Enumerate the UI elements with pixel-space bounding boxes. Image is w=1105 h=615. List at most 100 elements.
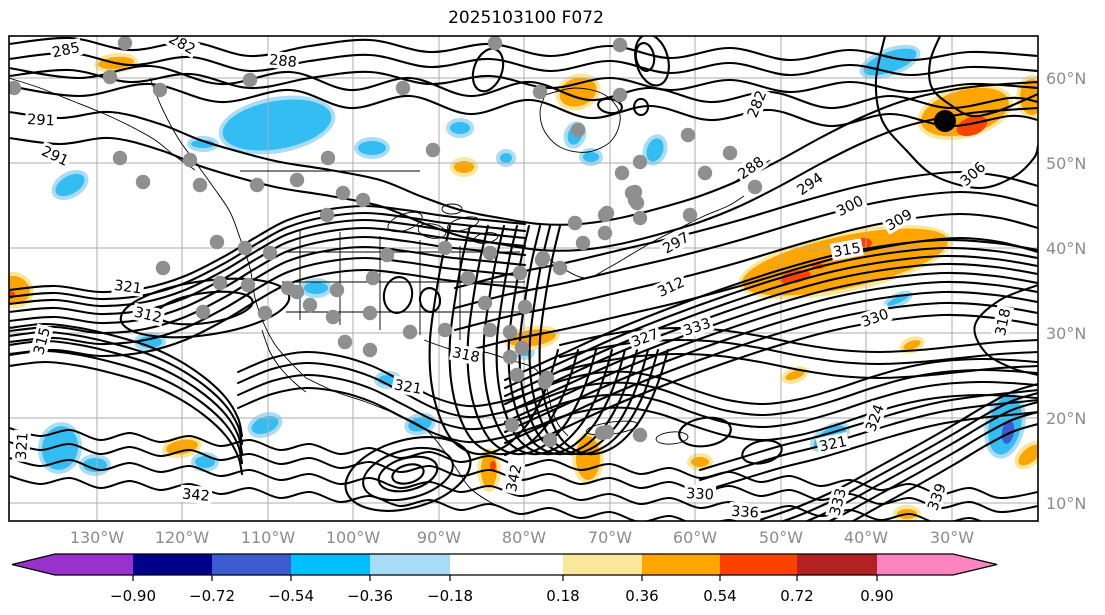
contour-value-labels: 285 2822882822882943003063093152912912973… <box>11 36 1014 522</box>
y-tick-label: 40°N <box>1046 239 1086 258</box>
station-dot <box>362 305 378 321</box>
contour-label-box <box>266 50 300 71</box>
station-dot <box>482 245 498 261</box>
colorbar-outline <box>11 553 998 576</box>
contour-label-box <box>37 141 74 170</box>
station-dot <box>512 265 528 281</box>
contour-label: 321 <box>111 275 145 298</box>
negative-anomaly-patch <box>500 153 512 163</box>
negative-anomaly-patch <box>83 458 107 472</box>
coastline-path <box>539 195 745 279</box>
height-contour-line <box>503 301 1038 445</box>
station-dot <box>680 127 696 143</box>
height-contour-line <box>453 212 1038 332</box>
height-contour-line <box>503 246 1038 390</box>
station-dot <box>597 225 613 241</box>
contour-label-box <box>831 190 868 221</box>
station-dot <box>482 322 498 338</box>
closed-contour <box>119 277 291 339</box>
contour-label: 318 <box>990 304 1014 340</box>
station-dot <box>242 72 258 88</box>
x-tick-label: 110°W <box>241 528 296 547</box>
station-dot <box>212 275 228 291</box>
highlight-dot <box>934 110 956 132</box>
height-contour-line <box>780 391 1038 521</box>
station-dot <box>365 270 381 286</box>
station-dot <box>502 349 518 365</box>
height-contour-line <box>9 330 244 446</box>
station-dot <box>567 215 583 231</box>
contour-label: 342 <box>179 484 213 505</box>
x-tick-label: 50°W <box>759 528 803 547</box>
height-contour-line <box>495 224 627 456</box>
contour-label-text: 321 <box>393 377 423 398</box>
contour-label-text: 330 <box>686 486 714 503</box>
colorbar-segment <box>133 554 212 575</box>
positive-anomaly-patch <box>691 457 709 467</box>
station-dot <box>402 324 418 340</box>
chart-title: 2025103100 F072 <box>448 8 604 28</box>
positive-anomaly-patch <box>1018 444 1038 466</box>
y-tick-label: 30°N <box>1046 324 1086 343</box>
closed-contour <box>741 439 783 465</box>
height-contour-line <box>503 262 1038 406</box>
station-dot <box>329 282 345 298</box>
height-contour-line <box>9 51 1038 77</box>
height-contour-line <box>9 339 244 455</box>
station-dot <box>425 142 441 158</box>
station-dot <box>102 69 118 85</box>
station-dot <box>535 250 551 266</box>
colorbar-tick-label: 0.18 <box>546 587 579 605</box>
station-dot <box>240 277 256 293</box>
station-dot <box>249 177 265 193</box>
contour-label: 339 <box>923 479 950 515</box>
contour-label-box <box>627 324 663 351</box>
colorbar-right-arrow <box>953 554 997 575</box>
coastline-path <box>305 377 513 513</box>
colorbar-segment <box>212 554 291 575</box>
station-dot <box>257 305 273 321</box>
contour-label-box <box>501 460 526 496</box>
station-dot <box>437 322 453 338</box>
contour-label: 300 <box>831 190 868 221</box>
y-tick-label: 60°N <box>1046 69 1086 88</box>
station-dot <box>320 150 336 166</box>
map-border <box>8 35 1039 522</box>
contour-label: 336 <box>728 501 762 522</box>
station-dot <box>614 165 630 181</box>
contour-label-text: 336 <box>731 504 760 522</box>
contour-label-box <box>857 304 893 331</box>
contour-label-box <box>791 167 828 200</box>
height-contour-line <box>503 313 1038 457</box>
closed-contour <box>597 97 623 115</box>
contour-label-box <box>732 151 769 184</box>
height-contour-line <box>9 82 1038 128</box>
contour-label-box <box>652 272 689 301</box>
negative-anomaly-patch <box>251 416 279 434</box>
height-contour-line <box>237 350 1038 408</box>
contour-label-text: 321 <box>818 434 848 455</box>
map-area: 285 2822882822882943003063093152912912973… <box>9 36 1038 522</box>
height-contour-line <box>9 268 527 358</box>
contour-label-box <box>130 302 166 327</box>
contour-label-text: 285 <box>51 40 81 61</box>
shaded-anomaly-patches <box>9 44 1038 521</box>
negative-anomaly-patch <box>41 426 79 470</box>
coastline-path <box>149 77 307 379</box>
station-dot <box>747 179 763 195</box>
height-contour-line <box>9 256 527 346</box>
station-dot <box>135 174 151 190</box>
colorbar-tick-label: 0.72 <box>780 587 813 605</box>
contour-label-box <box>880 204 917 235</box>
height-contour-line <box>507 224 639 456</box>
coastline-path <box>539 87 621 153</box>
negative-anomaly-patch <box>358 141 386 155</box>
closed-contour <box>362 446 454 502</box>
contour-label-box <box>24 110 58 129</box>
station-dot <box>289 284 305 300</box>
x-axis-tick-labels: 130°W 120°W 110°W 100°W 90°W 80°W 70°W 60°W 50°W… <box>70 528 974 547</box>
contour-label-box <box>829 238 864 261</box>
contour-label-box <box>955 156 991 191</box>
positive-anomaly-patch <box>785 369 805 381</box>
positive-anomaly-patch <box>903 340 921 350</box>
